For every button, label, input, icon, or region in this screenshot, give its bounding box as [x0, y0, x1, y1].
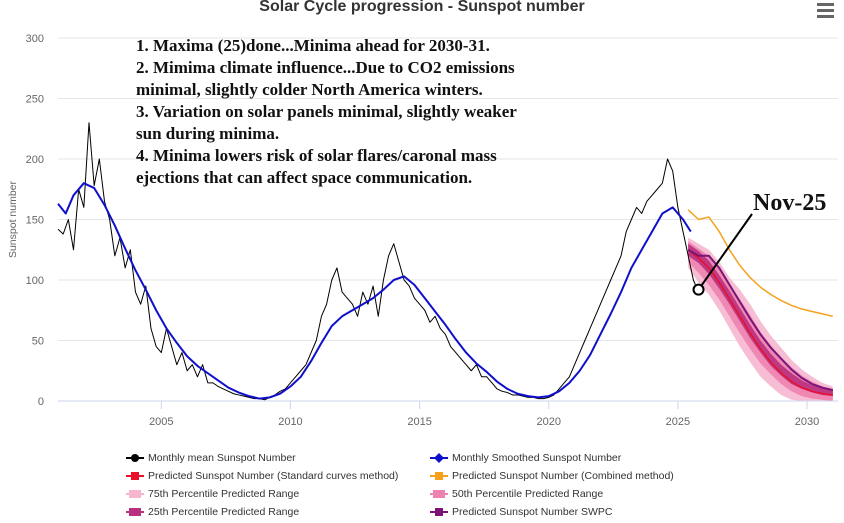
annotation-line: 2. Mimima climate influence...Due to CO2… [136, 58, 515, 77]
percentile-bands [688, 237, 833, 401]
legend-symbol-icon [126, 472, 144, 480]
line-monthly-mean-sunspot-number [57, 122, 699, 401]
y-axis-title: Sunspot number [7, 180, 19, 258]
series-lines [57, 122, 834, 401]
legend-symbol-marker [434, 453, 444, 463]
annotation-line: sun during minima. [136, 124, 280, 143]
y-tick-label: 200 [26, 154, 44, 166]
legend-label: Predicted Sunspot Number (Standard curve… [148, 470, 399, 482]
callout-marker [692, 283, 705, 296]
band-50th-percentile-predicted-range [688, 241, 833, 401]
y-tick-label: 250 [26, 94, 44, 106]
legend-symbol-icon [126, 490, 144, 498]
band-25th-percentile-predicted-range [688, 243, 833, 397]
legend-symbol-icon [126, 508, 144, 516]
legend-symbol-marker [129, 490, 141, 498]
legend-symbol-icon [430, 508, 448, 516]
legend-label: Predicted Sunspot Number (Combined metho… [452, 470, 674, 482]
x-tick-label: 2025 [666, 416, 690, 428]
legend-symbol-marker [435, 508, 443, 516]
annotation-line: ejections that can affect space communic… [136, 168, 473, 187]
legend-label: 50th Percentile Predicted Range [452, 488, 604, 500]
annotation-line: minimal, slightly colder North America w… [136, 80, 483, 99]
legend-symbol-marker [131, 454, 139, 462]
legend-label: 75th Percentile Predicted Range [148, 488, 300, 500]
x-tick-label: 2030 [795, 416, 819, 428]
legend-symbol-marker [129, 508, 141, 516]
x-tick-label: 2010 [278, 416, 302, 428]
callout-pointer [692, 213, 753, 296]
y-tick-label: 100 [26, 275, 44, 287]
x-tick-label: 2015 [407, 416, 431, 428]
chart-title: Solar Cycle progression - Sunspot number [259, 0, 585, 15]
legend-label: Monthly mean Sunspot Number [148, 452, 296, 464]
annotation-line: 1. Maxima (25)done...Minima ahead for 20… [136, 36, 490, 55]
y-tick-label: 0 [38, 396, 44, 408]
line-monthly-smoothed-sunspot-number [57, 182, 692, 400]
y-tick-label: 150 [26, 215, 44, 227]
y-tick-label: 300 [26, 33, 44, 45]
legend-label: Predicted Sunspot Number SWPC [452, 506, 613, 518]
x-tick-label: 2005 [149, 416, 173, 428]
line-predicted-sunspot-number-swpc [687, 248, 834, 392]
callout-label: Nov-25 [753, 190, 827, 216]
legend-symbol-icon [126, 454, 144, 462]
legend-symbol-marker [131, 472, 139, 480]
legend-symbol-icon [430, 490, 448, 498]
x-tick-label: 2020 [536, 416, 560, 428]
legend-symbol-marker [435, 472, 443, 480]
axes: 0 50 100 150 200 250 300 2005 2010 2015 2020 2025 20… [7, 33, 838, 428]
line-predicted-sunspot-number-combined-method- [687, 209, 834, 318]
hamburger-menu-icon[interactable] [816, 3, 838, 21]
legend-symbol-icon [430, 453, 448, 463]
legend-label: 25th Percentile Predicted Range [148, 506, 300, 518]
line-predicted-sunspot-number-standard-curves-method- [687, 249, 833, 396]
legend-symbol-icon [430, 472, 448, 480]
callout-pointer-line [697, 213, 753, 291]
legend-symbol-marker [433, 490, 445, 498]
annotation-line: 3. Variation on solar panels minimal, sl… [136, 102, 517, 121]
annotation-line: 4. Minima lowers risk of solar flares/ca… [136, 146, 497, 165]
legend-label: Monthly Smoothed Sunspot Number [452, 452, 622, 464]
y-tick-label: 50 [32, 336, 44, 348]
